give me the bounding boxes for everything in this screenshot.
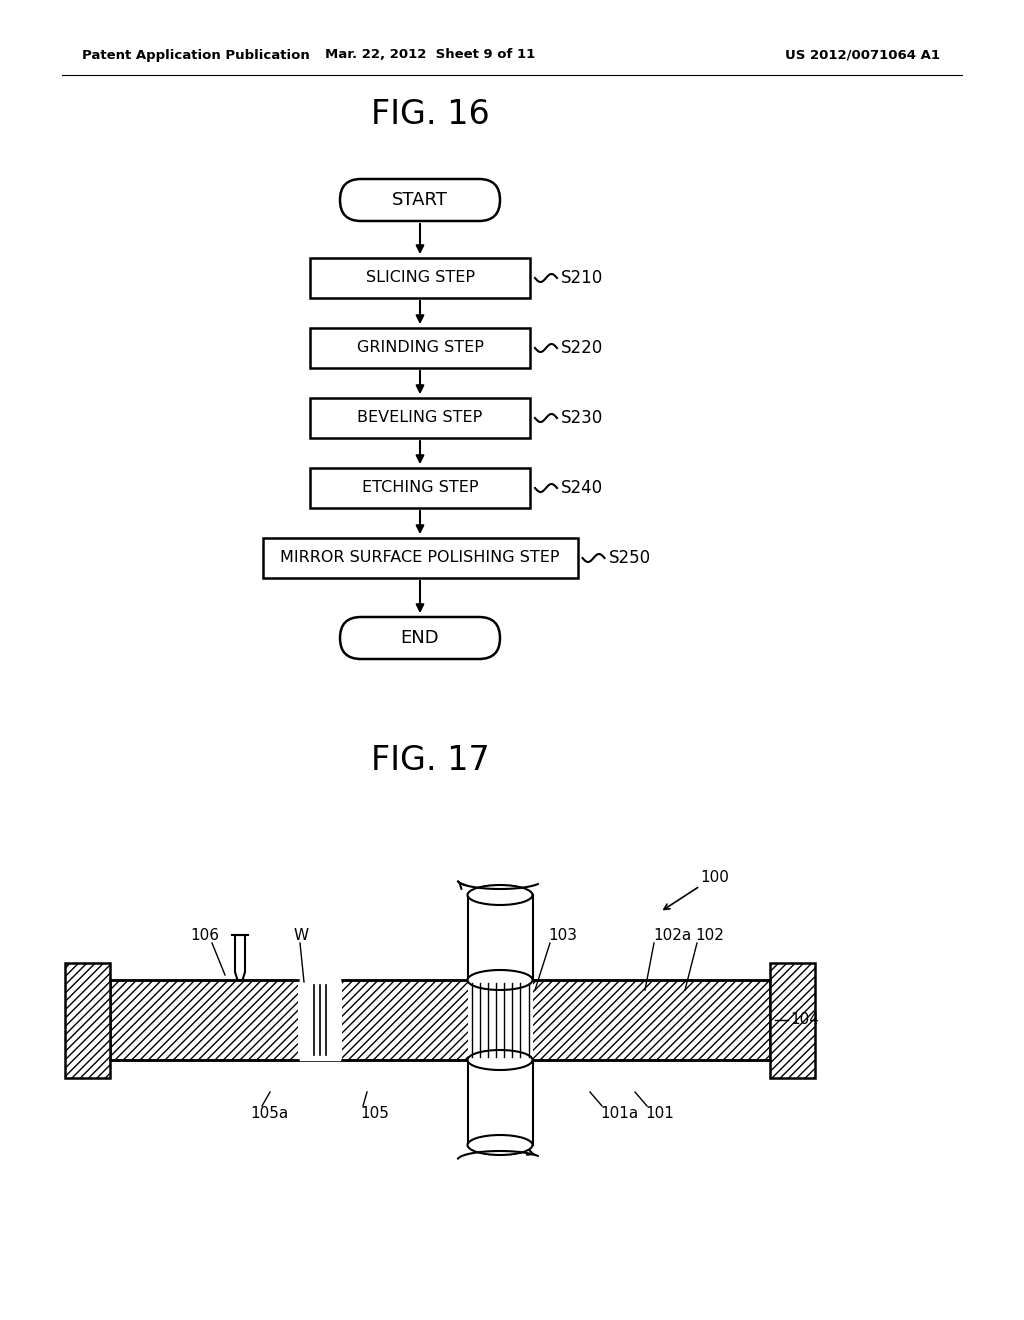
- Ellipse shape: [468, 884, 532, 906]
- Text: FIG. 17: FIG. 17: [371, 743, 489, 776]
- Bar: [110, 979, 770, 1060]
- Bar: [468, 895, 532, 979]
- Bar: [770, 962, 815, 1077]
- Text: S240: S240: [561, 479, 603, 498]
- Ellipse shape: [468, 970, 532, 990]
- Bar: [468, 1060, 532, 1144]
- Bar: [310, 399, 530, 438]
- FancyBboxPatch shape: [340, 616, 500, 659]
- Text: END: END: [400, 630, 439, 647]
- Text: S220: S220: [561, 339, 603, 356]
- Text: 101: 101: [645, 1106, 674, 1121]
- Text: 101a: 101a: [600, 1106, 638, 1121]
- Polygon shape: [234, 935, 245, 979]
- Bar: [310, 257, 530, 298]
- Text: 102a: 102a: [653, 928, 691, 942]
- Text: Patent Application Publication: Patent Application Publication: [82, 49, 309, 62]
- Text: START: START: [392, 191, 447, 209]
- Bar: [468, 979, 532, 1061]
- Bar: [262, 539, 578, 578]
- Text: 104: 104: [790, 1012, 819, 1027]
- Text: Mar. 22, 2012  Sheet 9 of 11: Mar. 22, 2012 Sheet 9 of 11: [325, 49, 536, 62]
- Text: S210: S210: [561, 269, 603, 286]
- Text: 105a: 105a: [250, 1106, 288, 1121]
- Text: 100: 100: [700, 870, 729, 886]
- Bar: [310, 469, 530, 508]
- FancyBboxPatch shape: [340, 180, 500, 220]
- Text: GRINDING STEP: GRINDING STEP: [356, 341, 483, 355]
- Text: S250: S250: [608, 549, 650, 568]
- Bar: [310, 327, 530, 368]
- Text: FIG. 16: FIG. 16: [371, 99, 489, 132]
- Ellipse shape: [468, 1135, 532, 1155]
- Text: ETCHING STEP: ETCHING STEP: [361, 480, 478, 495]
- Text: BEVELING STEP: BEVELING STEP: [357, 411, 482, 425]
- Bar: [65, 962, 110, 1077]
- Text: S230: S230: [561, 409, 603, 426]
- Text: 103: 103: [548, 928, 577, 942]
- Text: 105: 105: [360, 1106, 389, 1121]
- Bar: [770, 962, 815, 1077]
- Ellipse shape: [468, 1049, 532, 1071]
- Bar: [65, 962, 110, 1077]
- Text: W: W: [293, 928, 308, 944]
- Bar: [468, 979, 532, 1061]
- Bar: [110, 979, 770, 1060]
- Text: MIRROR SURFACE POLISHING STEP: MIRROR SURFACE POLISHING STEP: [281, 550, 560, 565]
- Text: US 2012/0071064 A1: US 2012/0071064 A1: [785, 49, 940, 62]
- Bar: [298, 979, 342, 1061]
- Text: 102: 102: [695, 928, 724, 942]
- Text: SLICING STEP: SLICING STEP: [366, 271, 474, 285]
- Text: 106: 106: [190, 928, 219, 944]
